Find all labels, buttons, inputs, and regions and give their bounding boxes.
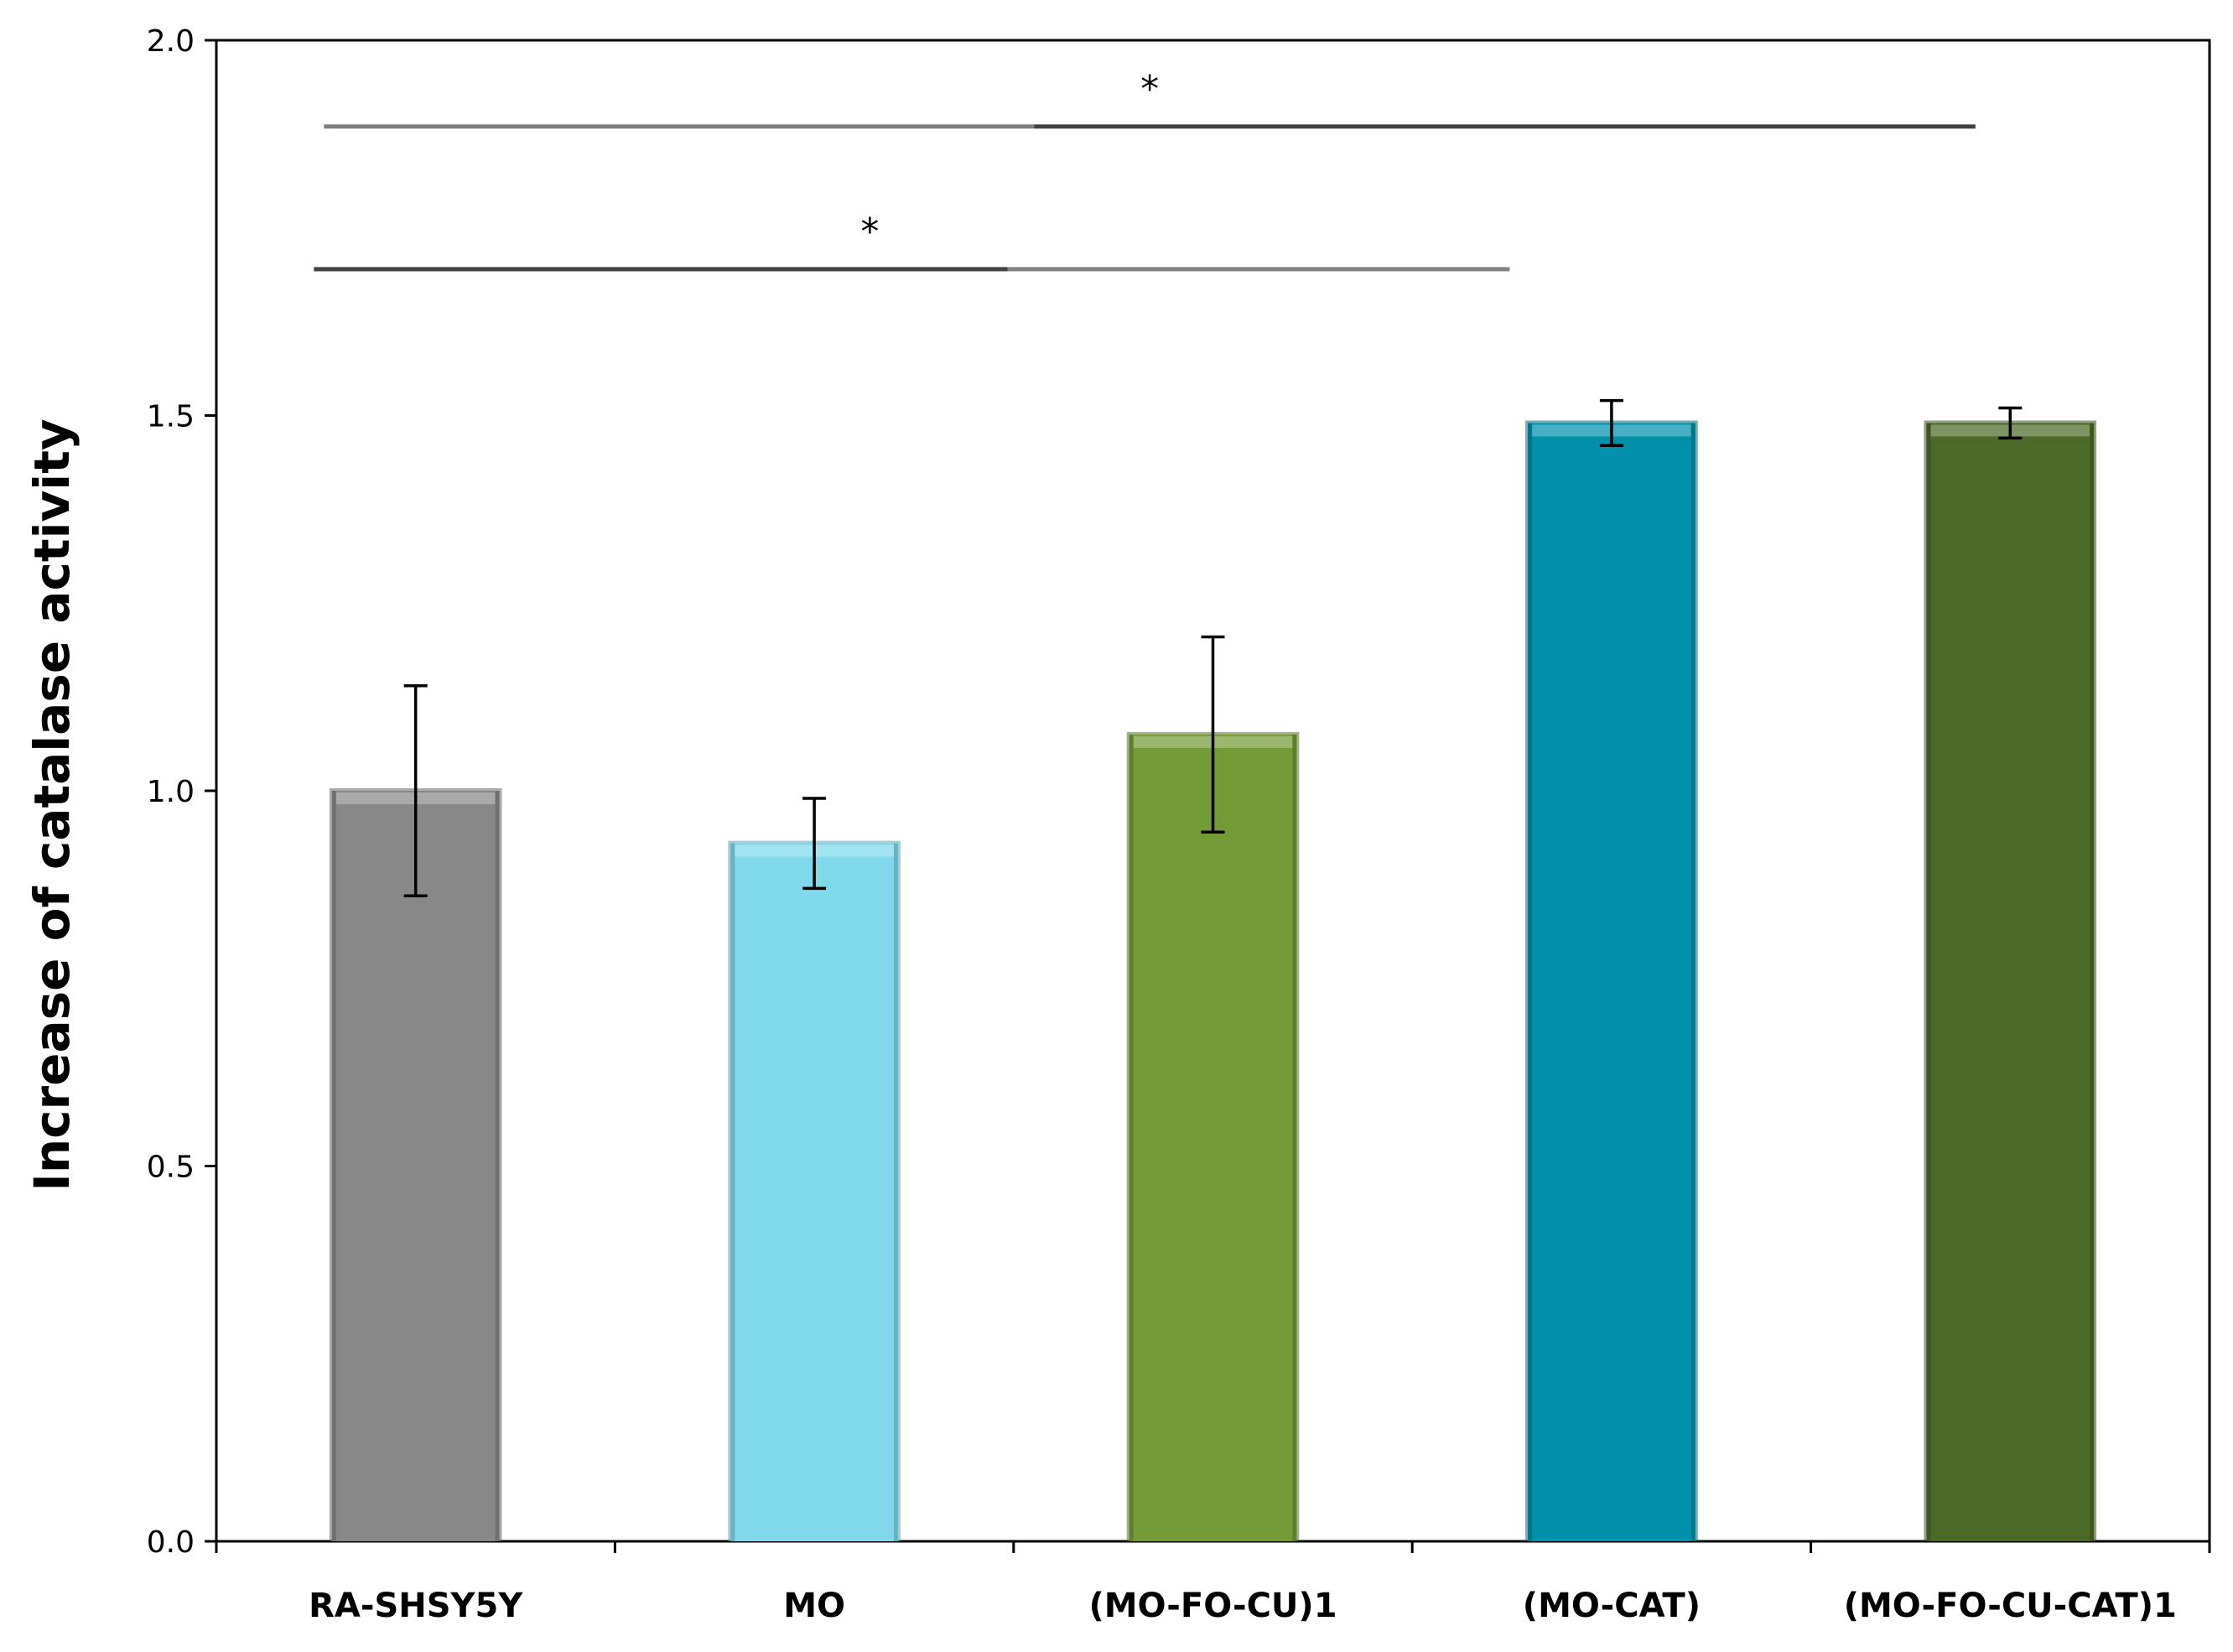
bar-right-edge (1292, 734, 1297, 1541)
bar-left-edge (730, 843, 735, 1541)
error-bar (1599, 398, 1623, 448)
bar-(MO-FO-CU-CAT)1 (1924, 420, 2097, 1542)
bar-right-edge (2090, 423, 2095, 1542)
bar (1528, 423, 1696, 1542)
significance-star: * (1140, 68, 1159, 111)
y-tick-label: 2.0 (147, 24, 195, 59)
y-tick-label: 0.0 (147, 1525, 195, 1560)
error-bar (1998, 406, 2023, 440)
y-axis-label: Increase of catalase activity (23, 418, 80, 1191)
bar-right-edge (1690, 423, 1696, 1542)
bar-MO (728, 840, 901, 1541)
bar (1129, 734, 1297, 1541)
x-category-label: (MO-FO-CU-CAT)1 (1844, 1587, 2177, 1625)
bar (331, 791, 500, 1541)
error-bar (1201, 635, 1225, 834)
bar (730, 843, 898, 1541)
bar-(MO-FO-CU)1 (1126, 731, 1300, 1541)
bar-left-edge (1528, 423, 1533, 1542)
x-category-label: MO (783, 1587, 845, 1625)
x-category-label: (MO-CAT) (1523, 1587, 1701, 1625)
y-tick-label: 0.5 (147, 1151, 195, 1185)
bar-left-edge (1129, 734, 1134, 1541)
bar-right-edge (893, 843, 898, 1541)
y-tick-label: 1.0 (147, 775, 195, 809)
bar-right-edge (495, 791, 500, 1541)
error-bar (403, 683, 428, 898)
bar-left-edge (1926, 423, 1931, 1542)
bar (1926, 423, 2095, 1542)
x-category-label: RA-SHSY5Y (309, 1587, 523, 1625)
y-tick-label: 1.5 (147, 400, 195, 434)
bar-(MO-CAT) (1525, 420, 1698, 1542)
bar-left-edge (331, 791, 336, 1541)
x-category-label: (MO-FO-CU)1 (1088, 1587, 1337, 1625)
bar-RA-SHSY5Y (329, 788, 502, 1541)
error-bar (802, 797, 827, 891)
significance-star: * (860, 210, 879, 253)
